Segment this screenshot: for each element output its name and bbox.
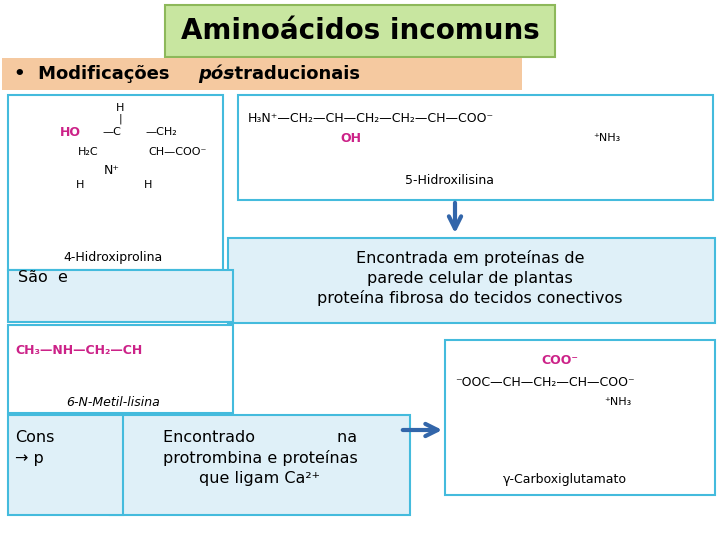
Text: proteína fibrosa do tecidos conectivos: proteína fibrosa do tecidos conectivos [318,290,623,306]
Text: ⁺NH₃: ⁺NH₃ [604,397,631,407]
Text: CH—COO⁻: CH—COO⁻ [148,147,207,157]
Text: protrombina e proteínas: protrombina e proteínas [163,450,357,466]
Text: 5-Hidroxilisina: 5-Hidroxilisina [405,173,495,186]
Text: H: H [144,180,152,190]
Text: COO⁻: COO⁻ [541,354,578,367]
Text: —CH₂: —CH₂ [145,127,176,137]
Text: → p: → p [15,450,44,465]
Text: H₂C: H₂C [78,147,99,157]
Text: São  e: São e [18,271,68,286]
FancyBboxPatch shape [238,95,713,200]
FancyBboxPatch shape [8,95,223,270]
FancyBboxPatch shape [110,415,410,515]
Text: •  Modificações: • Modificações [14,65,176,83]
Text: —C: —C [102,127,121,137]
Text: que ligam Ca²⁺: que ligam Ca²⁺ [199,471,320,487]
Text: CH₃—NH—CH₂—CH: CH₃—NH—CH₂—CH [15,343,143,356]
Text: γ-Carboxiglutamato: γ-Carboxiglutamato [503,474,627,487]
Text: Encontrado                na: Encontrado na [163,429,357,444]
Text: ⁻OOC—CH—CH₂—CH—COO⁻: ⁻OOC—CH—CH₂—CH—COO⁻ [455,375,634,388]
FancyBboxPatch shape [8,325,233,413]
FancyBboxPatch shape [8,415,123,515]
Text: 4-Hidroxiprolina: 4-Hidroxiprolina [63,252,163,265]
FancyBboxPatch shape [165,5,555,57]
Text: H₃N⁺—CH₂—CH—CH₂—CH₂—CH—COO⁻: H₃N⁺—CH₂—CH—CH₂—CH₂—CH—COO⁻ [248,111,494,125]
Text: pós: pós [198,65,234,83]
Text: H: H [76,180,84,190]
Text: parede celular de plantas: parede celular de plantas [367,271,573,286]
Text: 6-N-Metil-lisina: 6-N-Metil-lisina [66,396,160,409]
Text: Encontrada em proteínas de: Encontrada em proteínas de [356,250,584,266]
FancyBboxPatch shape [445,340,715,495]
FancyBboxPatch shape [8,270,233,322]
Text: OH: OH [340,132,361,145]
Text: ⁺NH₃: ⁺NH₃ [593,133,620,143]
Text: H: H [116,103,124,113]
FancyBboxPatch shape [2,58,522,90]
FancyBboxPatch shape [228,238,715,323]
Text: Cons: Cons [15,429,55,444]
Text: N⁺: N⁺ [104,164,120,177]
Text: |: | [118,114,122,124]
Text: -traducionais: -traducionais [227,65,360,83]
Text: Aminoácidos incomuns: Aminoácidos incomuns [181,17,539,45]
Text: HO: HO [60,125,81,138]
